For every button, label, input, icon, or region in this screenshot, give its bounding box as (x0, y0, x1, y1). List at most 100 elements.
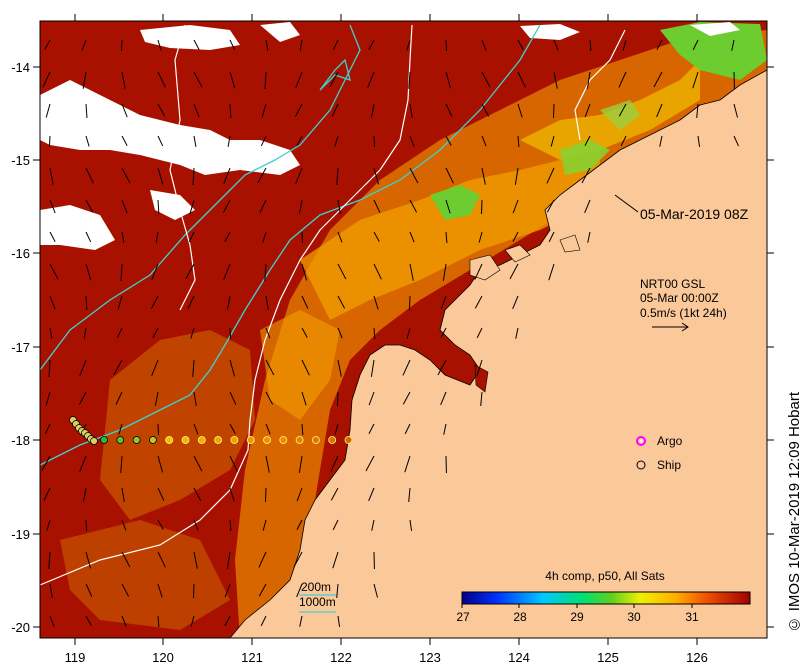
ship-track (69, 416, 353, 445)
current-vector (265, 39, 269, 51)
current-vector (373, 327, 376, 340)
current-scale-arrow (652, 322, 689, 332)
current-vector (229, 71, 236, 89)
current-vector (653, 71, 663, 88)
current-vector (118, 423, 123, 435)
current-vector (85, 135, 90, 147)
current-vector (299, 39, 303, 51)
current-vector (517, 103, 523, 118)
lat-label-15: -15 (11, 153, 30, 168)
current-vector (330, 455, 339, 472)
current-vector (121, 551, 131, 568)
current-vector (224, 615, 231, 626)
current-vector (409, 519, 413, 531)
current-vector (656, 103, 663, 118)
current-vector (295, 167, 303, 184)
current-vector (295, 103, 303, 117)
current-vector (85, 167, 94, 184)
current-vector (193, 39, 200, 50)
isobath-1000-label: 1000m (299, 595, 336, 609)
current-vector (185, 263, 195, 280)
current-vector (371, 519, 375, 531)
current-vector (193, 551, 198, 569)
current-vector (264, 71, 267, 90)
current-vector (476, 359, 483, 377)
current-vector (332, 551, 339, 569)
current-vector (157, 583, 163, 598)
current-vector (193, 423, 199, 435)
current-vector (48, 551, 51, 569)
current-vector (227, 135, 231, 147)
current-vector (258, 551, 267, 568)
current-vector (373, 167, 380, 185)
map-frame (39, 20, 768, 639)
current-vector (43, 487, 51, 501)
current-vector (193, 487, 202, 501)
current-vector (337, 263, 347, 280)
current-vector (334, 423, 339, 435)
argo-symbol (636, 436, 646, 446)
current-vector (229, 327, 232, 340)
current-vector (189, 199, 195, 214)
current-vector (515, 327, 519, 339)
current-vector (193, 71, 203, 88)
current-vector (546, 167, 555, 184)
colorbar-label-31: 31 (685, 610, 699, 624)
argo-legend-label: Argo (657, 434, 683, 448)
current-vector (193, 391, 197, 406)
current-vector (49, 327, 53, 339)
current-vector (298, 199, 303, 214)
current-vector (442, 263, 447, 281)
current-vector (229, 103, 232, 119)
current-vector (402, 359, 411, 376)
current-vector (226, 295, 231, 310)
current-vector (517, 39, 524, 50)
current-vector (49, 295, 56, 310)
ship-track-point (246, 436, 255, 444)
current-vector (445, 39, 448, 52)
ship-track-point (263, 436, 271, 444)
date-pointer (614, 194, 639, 213)
current-vector (121, 487, 125, 502)
current-vector (121, 71, 126, 89)
current-vector (155, 231, 159, 243)
current-vector (258, 583, 267, 597)
current-vector (445, 167, 454, 184)
ship-track-point (116, 436, 125, 444)
current-vector (223, 199, 231, 213)
current-vector (368, 487, 375, 502)
current-vector (49, 615, 55, 627)
current-vector (367, 71, 375, 88)
current-vector (83, 327, 87, 339)
ship-track-point (197, 436, 206, 444)
current-vector (550, 135, 555, 147)
current-vector (733, 103, 738, 118)
date-label: 05-Mar-2019 08Z (640, 206, 749, 222)
current-vector (187, 295, 195, 309)
current-vector (223, 167, 231, 185)
current-vector (226, 551, 231, 569)
current-vector (406, 327, 411, 339)
current-vector (373, 295, 379, 310)
current-vector (265, 295, 269, 310)
current-vector (406, 39, 411, 51)
current-vector (152, 327, 159, 338)
current-vector (193, 135, 197, 147)
current-vector (296, 487, 303, 502)
current-vector (552, 103, 555, 119)
current-vector (49, 199, 56, 214)
current-vector (478, 231, 483, 243)
current-vector (368, 391, 375, 406)
current-vector (223, 263, 231, 280)
ship-track-point (230, 436, 239, 444)
current-vector (151, 263, 159, 281)
current-vector (45, 391, 51, 406)
current-vector (370, 359, 375, 377)
current-vector (121, 583, 130, 597)
current-vector (154, 391, 159, 406)
current-vector (81, 39, 87, 51)
lon-label-122: 122 (330, 650, 352, 665)
current-vector (157, 519, 164, 530)
current-vector (443, 423, 447, 435)
current-vector (120, 455, 123, 473)
